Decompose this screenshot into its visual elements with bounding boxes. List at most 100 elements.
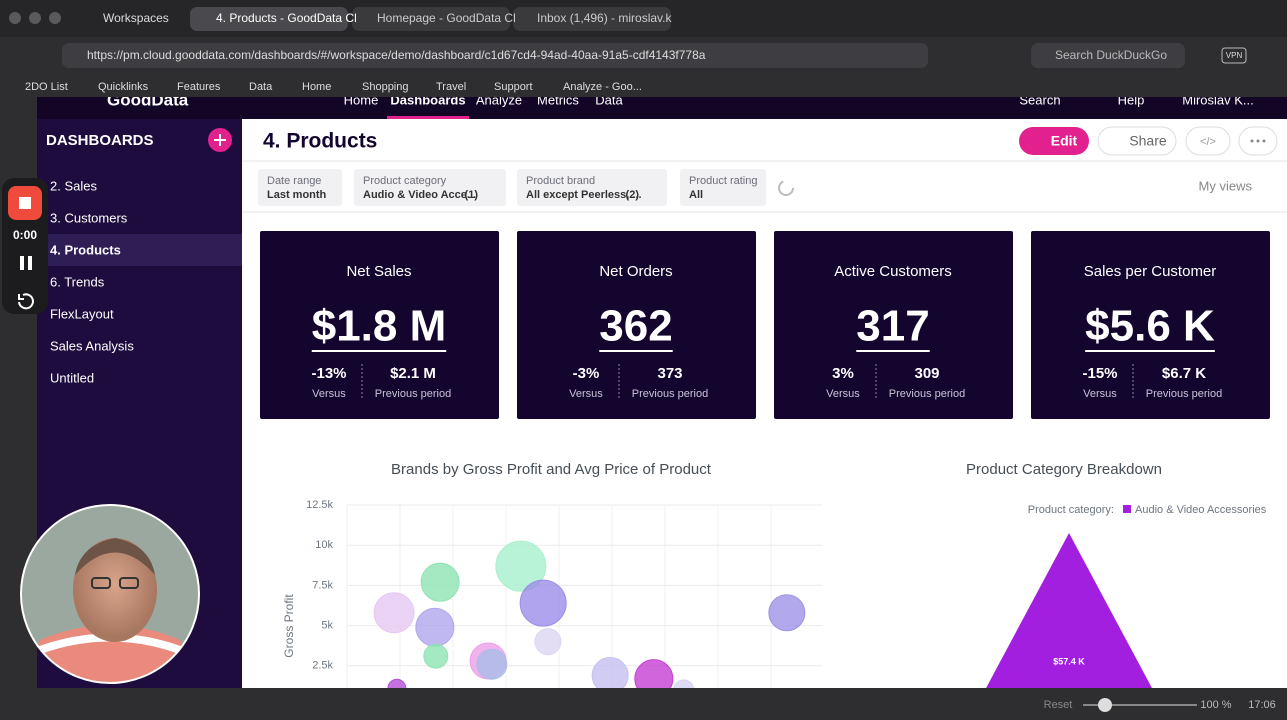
kpi-previous-label: Previous period <box>375 388 451 400</box>
bookmark[interactable]: Support <box>494 81 533 93</box>
filter-label: Product rating <box>689 175 757 187</box>
tab-label[interactable]: Inbox (1,496) - miroslav.k <box>537 11 672 25</box>
sidebar-item[interactable]: 3. Customers <box>50 210 128 225</box>
filter[interactable] <box>680 169 766 206</box>
kpi-value: 362 <box>599 302 672 351</box>
chart-title: Product Category Breakdown <box>966 461 1162 478</box>
status-bar <box>0 688 1287 720</box>
sidebar-item[interactable]: 6. Trends <box>50 274 105 289</box>
restart-icon[interactable] <box>18 293 34 310</box>
kpi-title: Net Orders <box>599 263 672 280</box>
pause-icon[interactable] <box>20 256 24 270</box>
bubble <box>768 594 806 632</box>
legend-swatch <box>1123 505 1131 513</box>
kpi-versus: Versus <box>1083 388 1117 400</box>
sidebar-item[interactable]: FlexLayout <box>50 306 114 321</box>
zoom: 100 % <box>1200 699 1231 711</box>
chrome-text: Workspaces 4. Products - GoodData Cl Homep… <box>13 11 1276 711</box>
legend-title: Product category: <box>1028 504 1114 516</box>
bubble <box>534 628 562 656</box>
chart-title: Brands by Gross Profit and Avg Price of … <box>391 461 712 478</box>
share-button[interactable] <box>1097 126 1177 156</box>
bookmark[interactable]: Features <box>177 81 221 93</box>
reset[interactable]: Reset <box>1044 699 1073 711</box>
kpi-change: -3% <box>573 365 600 382</box>
tab[interactable] <box>352 7 510 31</box>
filter-count: (2) <box>626 189 640 201</box>
app-header <box>37 97 1287 119</box>
bookmark[interactable]: Quicklinks <box>98 81 149 93</box>
kpi-previous: $6.7 K <box>1162 365 1206 382</box>
kpi-change: -13% <box>311 365 346 382</box>
glasses <box>91 577 111 589</box>
url[interactable]: https://pm.cloud.gooddata.com/dashboards… <box>87 48 706 62</box>
search-placeholder[interactable]: Search DuckDuckGo <box>1055 48 1167 62</box>
webcam <box>21 505 199 683</box>
share-label: Share <box>1129 133 1167 149</box>
vpn[interactable]: VPN <box>1226 51 1243 60</box>
dashboard-title: 4. Products <box>263 130 377 153</box>
hair <box>75 538 155 575</box>
edit-button[interactable] <box>1019 127 1089 155</box>
filter[interactable] <box>354 169 506 206</box>
window-control[interactable] <box>49 12 61 24</box>
bookmark[interactable]: Travel <box>436 81 466 93</box>
bubble <box>423 643 449 669</box>
filter[interactable] <box>517 169 667 206</box>
filter[interactable] <box>258 169 342 206</box>
tab-label[interactable]: 4. Products - GoodData Cl <box>216 11 357 25</box>
tab[interactable] <box>513 7 671 31</box>
nav-underline <box>387 116 469 119</box>
kpi-previous: 309 <box>914 365 939 382</box>
search-field[interactable] <box>1031 43 1185 68</box>
kpi-previous: 373 <box>657 365 682 382</box>
kpi-value: 317 <box>856 302 929 351</box>
bubble <box>476 648 508 680</box>
filter-value: All <box>689 189 703 201</box>
filter-label: Product category <box>363 175 447 187</box>
glasses <box>119 577 139 589</box>
y-tick-label: 7.5k <box>312 579 333 591</box>
active-tab[interactable] <box>190 7 348 31</box>
bookmark[interactable]: Home <box>302 81 331 93</box>
bubble <box>634 659 674 688</box>
bubble <box>373 592 415 634</box>
bubble <box>591 656 629 688</box>
kpi-value: $5.6 K <box>1085 302 1215 351</box>
vpn-badge[interactable] <box>1221 47 1247 64</box>
bubble <box>495 540 547 592</box>
filter-value: All except Peerless, ... <box>526 189 642 201</box>
embed-label: </> <box>1200 136 1216 148</box>
stop-icon <box>19 197 31 209</box>
bubble <box>519 579 567 627</box>
kpi-value: $1.8 M <box>312 302 447 351</box>
url-field[interactable] <box>62 43 928 68</box>
bookmark[interactable]: Data <box>249 81 273 93</box>
zoom-handle[interactable] <box>1098 698 1112 712</box>
window-control[interactable] <box>29 12 41 24</box>
bubble <box>387 678 407 688</box>
bookmark[interactable]: Analyze - Goo... <box>563 81 642 93</box>
bookmark[interactable]: 2DO List <box>25 81 68 93</box>
recorder-time: 0:00 <box>13 228 37 242</box>
my-views[interactable]: My views <box>1199 178 1253 193</box>
kpi-card <box>774 231 1013 419</box>
sidebar-item[interactable]: 4. Products <box>50 242 121 257</box>
filter-label: Date range <box>267 175 321 187</box>
sidebar-item[interactable]: 2. Sales <box>50 178 97 193</box>
y-axis-label: Gross Profit <box>282 594 296 658</box>
window-control[interactable] <box>9 12 21 24</box>
embed-button[interactable] <box>1185 126 1231 156</box>
sidebar-item[interactable]: Untitled <box>50 370 94 385</box>
sidebar-item[interactable]: Sales Analysis <box>50 338 134 353</box>
workspaces-label[interactable]: Workspaces <box>103 11 169 25</box>
legend-label[interactable]: Audio & Video Accessories <box>1135 504 1267 516</box>
dot <box>1256 139 1260 143</box>
tab-label[interactable]: Homepage - GoodData Cl <box>377 11 516 25</box>
bookmark[interactable]: Shopping <box>362 81 409 93</box>
kpi-card <box>260 231 499 419</box>
kpi-card <box>1031 231 1270 419</box>
pause-icon[interactable] <box>28 256 32 270</box>
kpi-title: Net Sales <box>346 263 411 280</box>
